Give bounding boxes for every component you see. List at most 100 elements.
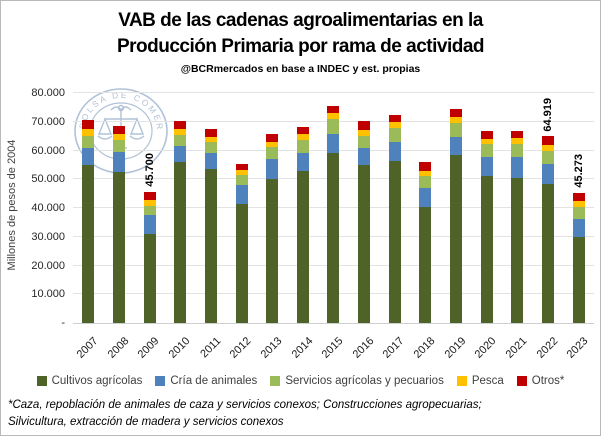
legend-swatch-icon: [270, 376, 281, 386]
x-tick-label-2018: 2018: [411, 335, 438, 361]
y-axis-tick-labels: - 10.000 20.000 30.000 40.000 50.000 60.000 70.…: [1, 87, 65, 329]
segment-2023: [572, 236, 585, 323]
segment-2021: [511, 157, 524, 178]
segment-2019: [450, 136, 463, 156]
category-2011: [196, 93, 227, 323]
x-tick-label-2015: 2015: [319, 335, 346, 361]
segment-2008: [112, 152, 125, 172]
legend: Cultivos agrícolas Cría de animales Servic…: [1, 375, 600, 387]
segment-2015: [327, 106, 340, 114]
footnote-line1: *Caza, repoblación de animales de caza y…: [8, 399, 482, 411]
bar-2023: [572, 192, 585, 323]
segment-2011: [204, 141, 217, 154]
segment-2012: [235, 170, 248, 175]
footnote-line2: Silvicultura, extracción de madera y ser…: [8, 416, 284, 428]
x-tick-label-2021: 2021: [503, 335, 530, 361]
legend-swatch-icon: [36, 376, 47, 386]
segment-2007: [82, 128, 95, 137]
segment-2023: [572, 200, 585, 207]
segment-2017: [388, 160, 401, 323]
segment-2013: [266, 134, 279, 142]
segment-2016: [358, 135, 371, 148]
segment-2008: [112, 140, 125, 153]
segment-2015: [327, 133, 340, 153]
segment-2020: [480, 138, 493, 145]
x-tick-label-2012: 2012: [227, 335, 254, 361]
x-tick-label-2008: 2008: [105, 335, 132, 361]
segment-2022: [542, 136, 555, 146]
segment-2016: [358, 165, 371, 323]
segment-2017: [388, 114, 401, 123]
segment-2012: [235, 203, 248, 323]
bar-2011: [204, 128, 217, 323]
segment-2022: [542, 151, 555, 164]
x-tick-label-2007: 2007: [74, 335, 101, 361]
segment-2019: [450, 155, 463, 323]
y-tick-label: 70.000: [31, 115, 65, 128]
category-2022: 64.919: [533, 93, 564, 323]
segment-2011: [204, 169, 217, 323]
segment-2008: [112, 126, 125, 135]
segment-2021: [511, 144, 524, 158]
category-2018: [410, 93, 441, 323]
category-2015: [318, 93, 349, 323]
bar-2010: [174, 121, 187, 323]
legend-label: Servicios agrícolas y pecuarios: [285, 375, 444, 387]
segment-2017: [388, 141, 401, 161]
segment-2009: [143, 191, 156, 201]
category-2014: [288, 93, 319, 323]
bar-2018: [419, 162, 432, 323]
y-tick-label: 20.000: [31, 259, 65, 272]
segment-2012: [235, 185, 248, 204]
bar-2015: [327, 106, 340, 323]
x-tick-label-2017: 2017: [381, 335, 407, 361]
segment-2017: [388, 122, 401, 128]
segment-2007: [82, 147, 95, 166]
segment-2021: [511, 138, 524, 145]
segment-2012: [235, 164, 248, 171]
segment-2007: [82, 120, 95, 129]
bar-2022: [542, 136, 555, 323]
segment-2013: [266, 141, 279, 148]
x-tick-label-2013: 2013: [258, 335, 285, 361]
chart-title-line1: VAB de las cadenas agroalimentarias en l…: [118, 10, 483, 31]
chart-title-line2: Producción Primaria por rama de activida…: [116, 36, 485, 57]
segment-2020: [480, 175, 493, 323]
category-2008: [104, 93, 135, 323]
bar-2021: [511, 130, 524, 323]
segment-2014: [296, 139, 309, 153]
bar-2012: [235, 164, 248, 323]
category-2012: [226, 93, 257, 323]
bar-2019: [450, 108, 463, 323]
segment-2009: [143, 200, 156, 206]
gridline: [73, 92, 594, 93]
segment-2016: [358, 130, 371, 136]
category-2010: [165, 93, 196, 323]
bar-2016: [358, 121, 371, 323]
segment-2010: [174, 134, 187, 147]
x-tick-label-2014: 2014: [289, 335, 316, 361]
bar-data-label-2023: 45.273: [572, 154, 585, 188]
bar-2020: [480, 130, 493, 323]
segment-2019: [450, 116, 463, 124]
bar-2017: [388, 114, 401, 323]
segment-2020: [480, 130, 493, 139]
segment-2018: [419, 207, 432, 323]
legend-swatch-icon: [456, 376, 467, 386]
segment-2019: [450, 123, 463, 137]
segment-2014: [296, 152, 309, 172]
segment-2020: [480, 144, 493, 158]
legend-item: Servicios agrícolas y pecuarios: [270, 375, 444, 387]
segment-2011: [204, 137, 217, 142]
segment-2012: [235, 174, 248, 185]
x-tick-label-2020: 2020: [473, 335, 499, 361]
legend-swatch-icon: [155, 376, 166, 386]
segment-2021: [511, 130, 524, 139]
segment-2020: [480, 157, 493, 176]
segment-2009: [143, 233, 156, 323]
x-tick-label-2011: 2011: [197, 335, 224, 361]
segment-2023: [572, 192, 585, 201]
segment-2010: [174, 162, 187, 323]
y-tick-label: 50.000: [31, 173, 65, 186]
